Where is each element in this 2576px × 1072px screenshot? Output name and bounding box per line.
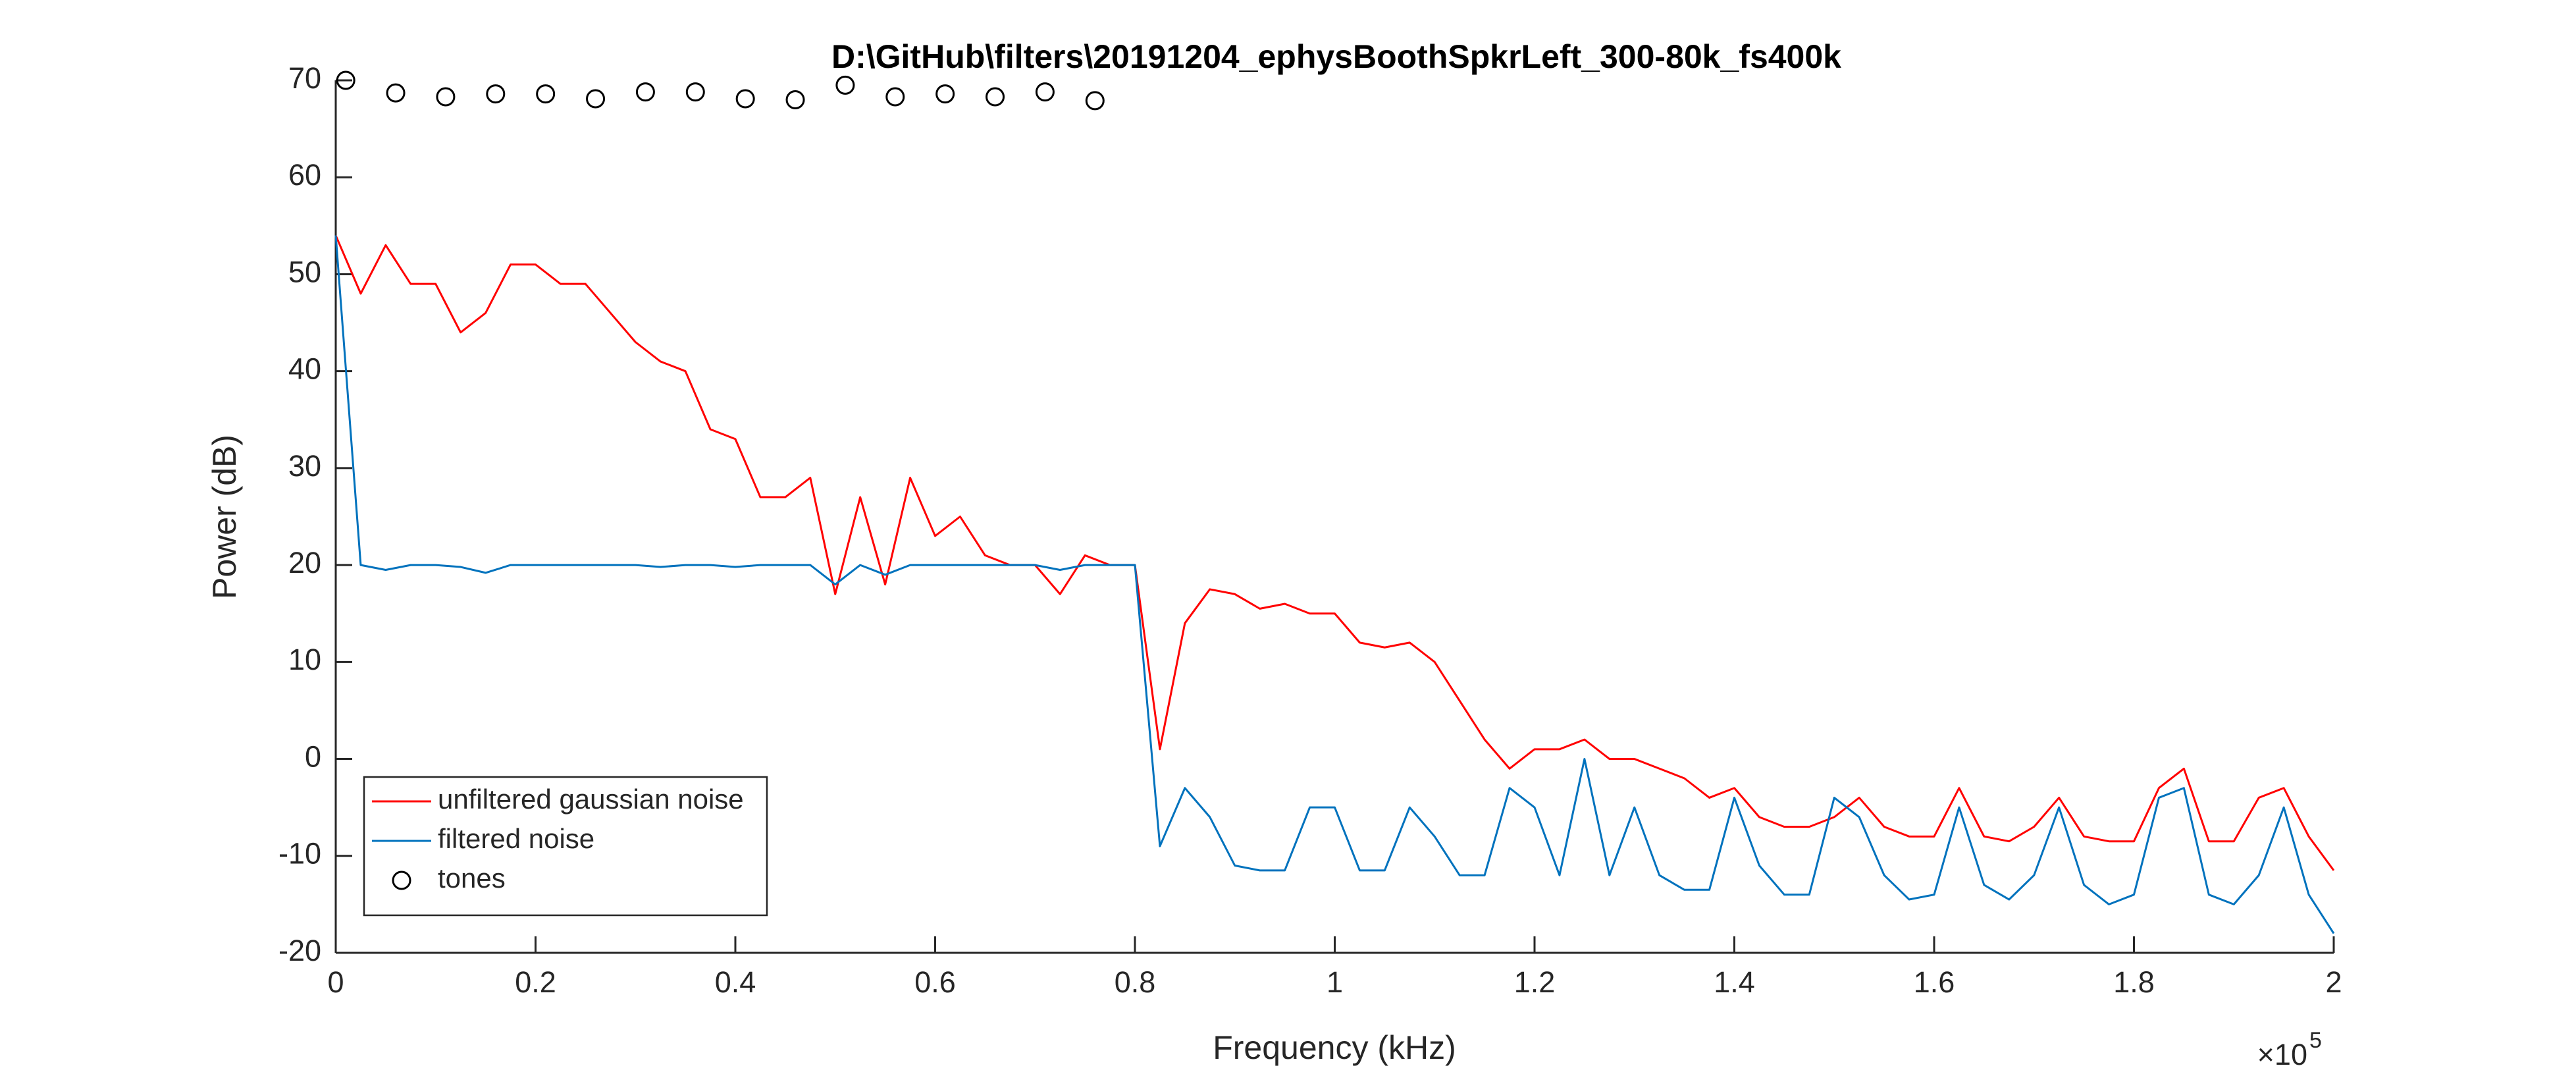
x-tick-label: 1.4 — [1714, 965, 1755, 999]
x-tick-label: 1 — [1327, 965, 1343, 999]
x-tick-label: 2 — [2325, 965, 2342, 999]
y-tick-label: 40 — [288, 352, 321, 386]
tone-marker — [486, 84, 506, 104]
y-axis-label: Power (dB) — [206, 435, 243, 599]
legend-symbol — [392, 871, 411, 890]
x-multiplier-exponent: 5 — [2309, 1028, 2322, 1053]
y-tick-label: 70 — [288, 61, 321, 95]
legend-label: filtered noise — [438, 823, 594, 854]
series-line — [334, 235, 2335, 934]
x-multiplier: ×10 — [2257, 1038, 2307, 1071]
tone-marker — [1035, 82, 1055, 102]
y-tick-label: 30 — [288, 449, 321, 483]
tone-marker — [735, 89, 755, 109]
tone-marker — [935, 84, 955, 104]
legend: unfiltered gaussian noise filtered noise t… — [363, 776, 768, 917]
chart-title: D:\GitHub\filters\20191204_ephysBoothSpk… — [831, 38, 1841, 75]
y-tick-label: 60 — [288, 158, 321, 192]
tone-marker — [586, 89, 606, 109]
tone-marker — [635, 82, 655, 102]
tone-marker — [785, 90, 805, 109]
tone-marker — [835, 75, 855, 95]
y-tick-label: -10 — [278, 837, 321, 871]
tone-marker — [336, 70, 355, 90]
y-tick-label: -20 — [278, 934, 321, 967]
y-tick-label: 20 — [288, 546, 321, 579]
x-tick-label: 1.2 — [1514, 965, 1556, 999]
y-tick-label: 50 — [288, 255, 321, 288]
y-tick-label: 0 — [305, 739, 321, 773]
legend-box — [363, 776, 768, 917]
x-tick-label: 0.8 — [1115, 965, 1156, 999]
x-axis-label: Frequency (kHz) — [1213, 1029, 1456, 1066]
y-tick-label: 10 — [288, 643, 321, 676]
legend-label: tones — [438, 863, 506, 894]
x-tick-label: 1.8 — [2113, 965, 2155, 999]
x-tick-label: 0.2 — [515, 965, 556, 999]
tone-marker — [386, 83, 406, 103]
tone-marker — [1085, 91, 1105, 111]
x-tick-label: 0.4 — [715, 965, 756, 999]
x-tick-label: 0.6 — [914, 965, 956, 999]
tone-marker — [885, 87, 905, 107]
x-tick-label: 1.6 — [1914, 965, 1955, 999]
tone-marker — [685, 82, 705, 102]
tone-marker — [436, 87, 456, 107]
x-tick-label: 0 — [327, 965, 344, 999]
tone-marker — [986, 87, 1005, 107]
plot-area: -20 -10 0 10 20 30 40 50 60 70 0 0.2 0.4 0.6 0.8 1 1.2 1.… — [278, 61, 2342, 999]
legend-label: unfiltered gaussian noise — [438, 784, 744, 815]
series-line — [334, 234, 2335, 871]
tone-marker — [536, 84, 556, 104]
